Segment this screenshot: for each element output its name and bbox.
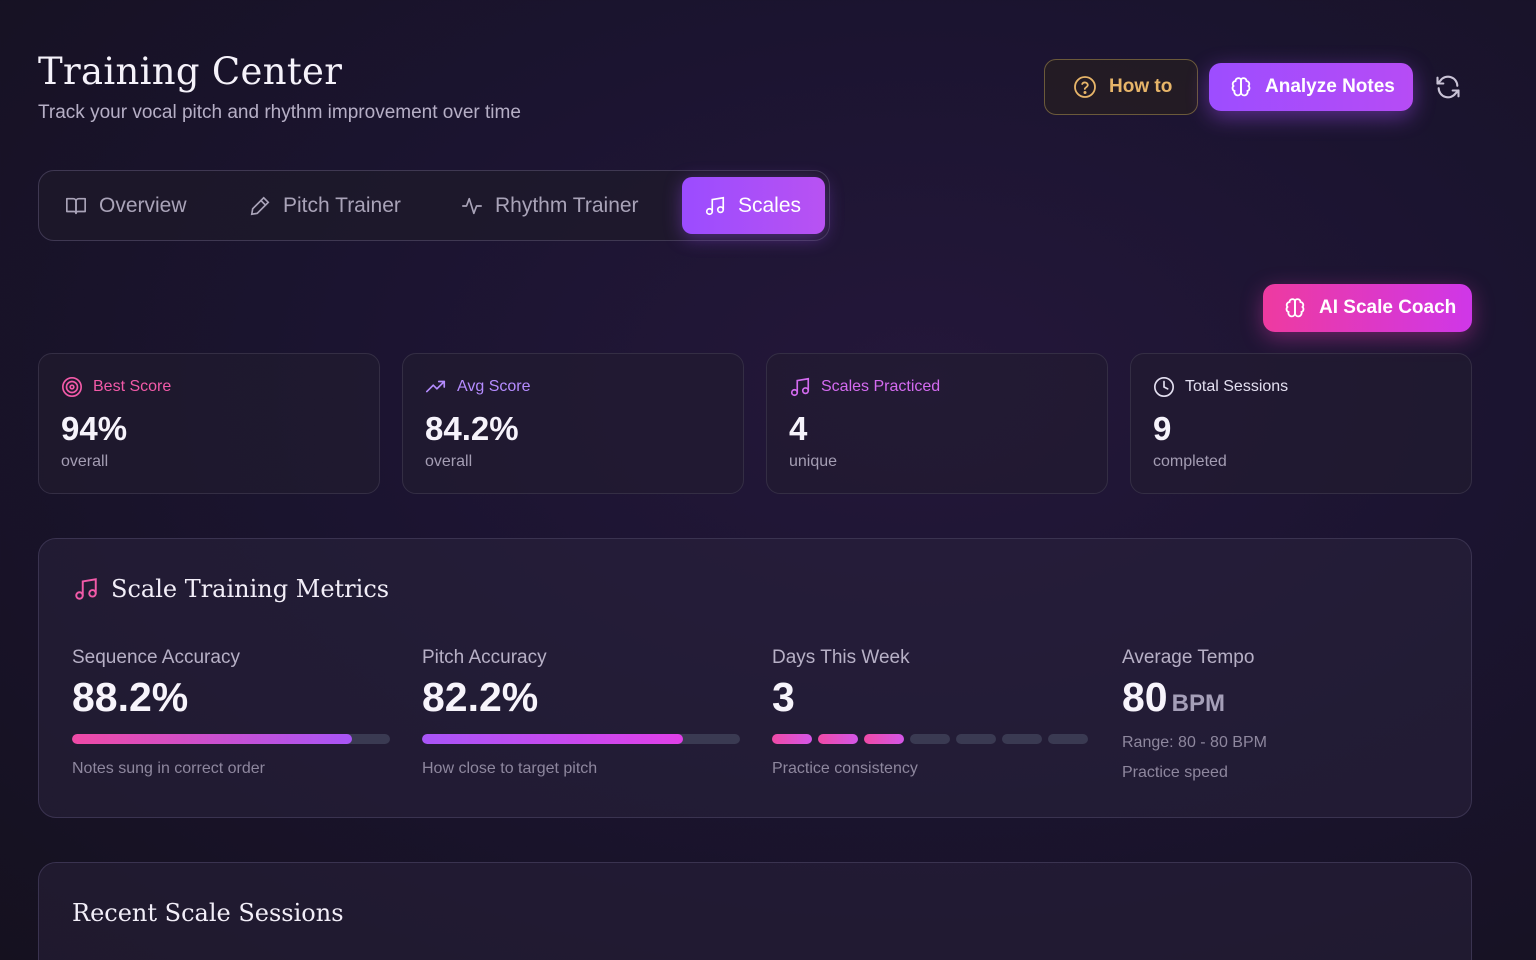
- pulse-icon: [461, 195, 483, 217]
- stat-value: 9: [1153, 410, 1172, 447]
- day-indicator: [864, 734, 904, 745]
- progress-track: [422, 734, 740, 745]
- panel-title: Scale Training Metrics: [73, 575, 389, 603]
- day-indicators: [772, 734, 1090, 745]
- stat-card-total-sessions: Total Sessions 9 completed: [1130, 353, 1472, 494]
- stat-value: 94%: [61, 410, 128, 447]
- day-indicator: [818, 734, 858, 745]
- metric-average-tempo: Average Tempo 80 BPM Range: 80 - 80 BPM P…: [1122, 647, 1440, 782]
- stat-sub: overall: [425, 453, 473, 470]
- tempo-range: Range: 80 - 80 BPM: [1122, 734, 1267, 752]
- pen-icon: [249, 195, 271, 217]
- metric-desc: Practice consistency: [772, 760, 918, 778]
- metric-sequence-accuracy: Sequence Accuracy 88.2% Notes sung in co…: [72, 647, 390, 778]
- stat-card-scales-practiced: Scales Practiced 4 unique: [766, 353, 1108, 494]
- music-note-icon: [789, 376, 811, 398]
- analyze-notes-button[interactable]: Analyze Notes: [1209, 63, 1413, 111]
- stat-sub: unique: [789, 453, 838, 470]
- day-indicator: [910, 734, 950, 745]
- help-circle-icon: [1073, 75, 1097, 99]
- metric-value: 80: [1122, 674, 1168, 720]
- tab-rhythm-trainer-label: Rhythm Trainer: [495, 193, 639, 217]
- metric-desc: How close to target pitch: [422, 760, 598, 778]
- analyze-notes-label: Analyze Notes: [1265, 76, 1395, 97]
- how-to-label: How to: [1109, 76, 1173, 97]
- stat-sub: completed: [1153, 453, 1227, 470]
- book-icon: [65, 195, 87, 217]
- metric-value: 3: [772, 674, 795, 720]
- metric-label: Days This Week: [772, 647, 910, 668]
- metric-desc: Practice speed: [1122, 764, 1228, 782]
- metric-unit: BPM: [1171, 690, 1225, 717]
- brain-icon: [1283, 296, 1307, 320]
- stat-label: Avg Score: [457, 378, 531, 395]
- metric-value: 88.2%: [72, 674, 189, 720]
- music-note-icon: [704, 195, 726, 217]
- stat-card-best-score: Best Score 94% overall: [38, 353, 380, 494]
- tab-pitch-trainer[interactable]: Pitch Trainer: [249, 177, 401, 234]
- metric-label: Pitch Accuracy: [422, 647, 547, 668]
- progress-fill: [72, 734, 353, 745]
- metric-value-row: 80 BPM: [1122, 674, 1440, 720]
- page-title: Training Center: [38, 50, 343, 93]
- tab-bar: Overview Pitch Trainer Rhythm Trainer Sc…: [38, 170, 830, 241]
- stat-label: Best Score: [93, 378, 172, 395]
- recent-sessions-title: Recent Scale Sessions: [72, 899, 344, 927]
- clock-icon: [1153, 376, 1175, 398]
- refresh-icon[interactable]: [1434, 73, 1462, 101]
- metric-days-this-week: Days This Week 3 Practice consistency: [772, 647, 1090, 778]
- stat-card-avg-score: Avg Score 84.2% overall: [402, 353, 744, 494]
- stat-sub: overall: [61, 453, 109, 470]
- target-icon: [61, 376, 83, 398]
- day-indicator: [772, 734, 812, 745]
- metric-value: 82.2%: [422, 674, 539, 720]
- metric-label: Sequence Accuracy: [72, 647, 240, 668]
- stat-label: Total Sessions: [1185, 378, 1289, 395]
- metric-desc: Notes sung in correct order: [72, 760, 265, 778]
- how-to-button[interactable]: How to: [1044, 59, 1198, 115]
- tab-scales[interactable]: Scales: [682, 177, 825, 234]
- recent-scale-sessions-panel: Recent Scale Sessions: [38, 862, 1472, 960]
- progress-track: [72, 734, 390, 745]
- music-note-icon: [73, 576, 99, 602]
- tab-overview-label: Overview: [99, 193, 187, 217]
- ai-scale-coach-button[interactable]: AI Scale Coach: [1263, 284, 1472, 332]
- tab-rhythm-trainer[interactable]: Rhythm Trainer: [461, 177, 639, 234]
- ai-scale-coach-label: AI Scale Coach: [1319, 297, 1457, 318]
- metric-pitch-accuracy: Pitch Accuracy 82.2% How close to target…: [422, 647, 740, 778]
- day-indicator: [956, 734, 996, 745]
- tab-scales-label: Scales: [738, 193, 802, 217]
- scale-training-metrics-panel: Scale Training Metrics Sequence Accuracy…: [38, 538, 1472, 818]
- tab-overview[interactable]: Overview: [65, 177, 187, 234]
- day-indicator: [1048, 734, 1088, 745]
- stat-value: 4: [789, 410, 808, 447]
- trending-up-icon: [425, 376, 447, 398]
- day-indicator: [1002, 734, 1042, 745]
- page-subtitle: Track your vocal pitch and rhythm improv…: [38, 102, 521, 123]
- panel-title-label: Scale Training Metrics: [111, 575, 390, 603]
- metric-label: Average Tempo: [1122, 647, 1255, 668]
- stat-value: 84.2%: [425, 410, 519, 447]
- progress-fill: [422, 734, 684, 745]
- stat-label: Scales Practiced: [821, 378, 941, 395]
- tab-pitch-trainer-label: Pitch Trainer: [283, 193, 401, 217]
- brain-icon: [1229, 75, 1253, 99]
